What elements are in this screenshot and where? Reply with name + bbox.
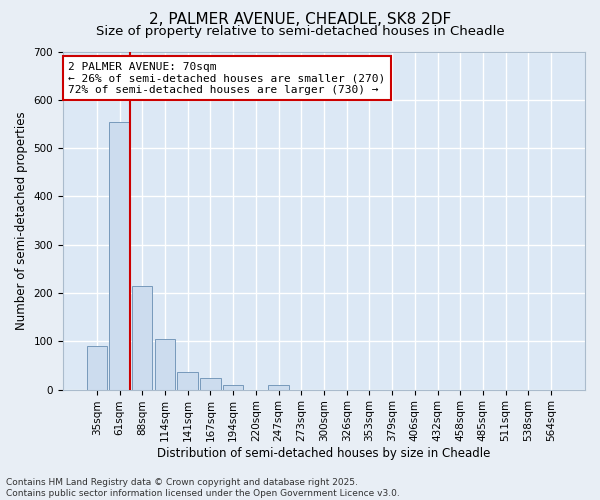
Bar <box>132 286 152 390</box>
Text: Size of property relative to semi-detached houses in Cheadle: Size of property relative to semi-detach… <box>95 25 505 38</box>
Bar <box>200 378 221 390</box>
Text: 2 PALMER AVENUE: 70sqm
← 26% of semi-detached houses are smaller (270)
72% of se: 2 PALMER AVENUE: 70sqm ← 26% of semi-det… <box>68 62 385 95</box>
Bar <box>86 346 107 390</box>
Bar <box>178 372 198 390</box>
Bar <box>223 385 244 390</box>
Bar <box>155 339 175 390</box>
X-axis label: Distribution of semi-detached houses by size in Cheadle: Distribution of semi-detached houses by … <box>157 447 491 460</box>
Text: 2, PALMER AVENUE, CHEADLE, SK8 2DF: 2, PALMER AVENUE, CHEADLE, SK8 2DF <box>149 12 451 28</box>
Bar <box>109 122 130 390</box>
Y-axis label: Number of semi-detached properties: Number of semi-detached properties <box>15 111 28 330</box>
Text: Contains HM Land Registry data © Crown copyright and database right 2025.
Contai: Contains HM Land Registry data © Crown c… <box>6 478 400 498</box>
Bar <box>268 385 289 390</box>
